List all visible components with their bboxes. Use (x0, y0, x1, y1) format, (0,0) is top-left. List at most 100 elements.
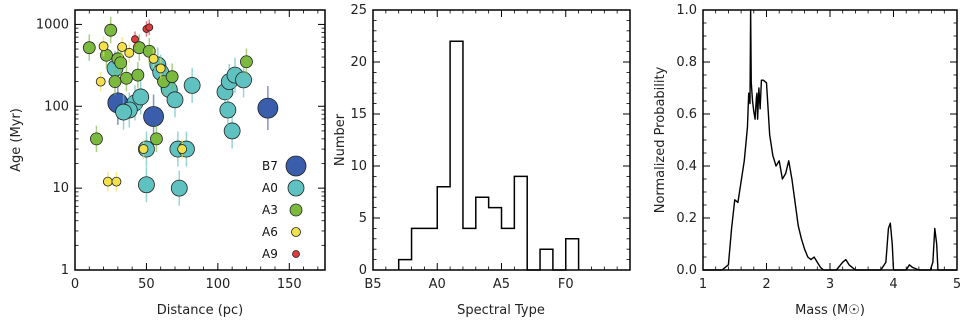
x-tick-label: 5 (953, 277, 961, 292)
point-b7 (257, 97, 279, 119)
axis-ticks: 1 2 3 4 5 0.0 0.2 0.4 0.6 0.8 1.0 (676, 3, 961, 292)
histogram-bar (424, 228, 437, 270)
point-a0 (166, 91, 184, 109)
y-tick-label: 25 (350, 3, 367, 18)
y-tick-label: 0.6 (676, 107, 697, 122)
y-tick-label: 1.0 (676, 3, 697, 18)
histogram-bar (476, 197, 489, 270)
point-a3 (120, 71, 133, 85)
x-tick-label: 3 (826, 277, 834, 292)
point-a3 (240, 55, 253, 69)
histogram-bar (540, 249, 553, 270)
histogram-bar (412, 228, 425, 270)
x-tick-label: A0 (429, 277, 446, 292)
y-tick-label: 20 (350, 55, 367, 70)
y-tick-label: 1000 (36, 17, 69, 32)
point-a6 (138, 144, 149, 154)
legend-marker-a0 (287, 179, 305, 197)
y-tick-label: 10 (52, 181, 69, 196)
y-tick-label: 0.0 (676, 263, 697, 278)
point-a6 (117, 42, 128, 52)
point-b7 (143, 106, 164, 127)
histogram-bar (450, 41, 463, 270)
histogram-outline (397, 40, 580, 271)
point-a6 (95, 76, 106, 87)
point-a6 (148, 53, 159, 64)
legend-marker-a3 (289, 203, 303, 217)
point-a3 (104, 23, 118, 37)
x-tick-label: 4 (889, 277, 897, 292)
point-a3 (100, 48, 113, 62)
y-tick-label: 10 (350, 159, 367, 174)
point-a9 (145, 23, 154, 32)
x-tick-label: 2 (762, 277, 770, 292)
x-tick-label: 100 (205, 277, 230, 292)
point-a0 (219, 101, 237, 119)
y-tick-label: 0 (359, 263, 367, 278)
legend-label-a9: A9 (262, 247, 278, 261)
legend-marker-b7 (285, 155, 307, 177)
y-tick-label: 100 (44, 99, 69, 114)
x-tick-label: B5 (364, 277, 381, 292)
point-a3 (114, 56, 128, 70)
x-tick-label: 1 (699, 277, 707, 292)
probability-line (703, 9, 957, 271)
y-tick-label: 5 (359, 211, 367, 226)
x-axis-label: Spectral Type (457, 303, 545, 318)
plot-frame (372, 9, 631, 271)
histogram-bar (437, 187, 450, 270)
y-axis-label: Age (Myr) (9, 108, 24, 172)
legend-label-a3: A3 (262, 203, 278, 217)
plot-frame (74, 9, 326, 271)
legend-label-a0: A0 (262, 181, 278, 195)
histogram-bar (514, 176, 527, 270)
plot-frame (702, 9, 958, 271)
point-a6 (177, 144, 188, 154)
point-a6 (155, 63, 166, 74)
y-tick-label: 0.4 (676, 159, 697, 174)
age-distance-panel: B7 A0 A3 A6 A9 0 50 100 150 1 10 100 1000 Distance … (9, 9, 326, 318)
point-a6 (98, 41, 109, 52)
point-a6 (102, 176, 113, 187)
point-a3 (82, 41, 96, 55)
histogram-bar (463, 228, 476, 270)
point-a3 (165, 70, 179, 84)
axis-ticks: B5 A0 A5 F0 0 5 10 15 20 25 (350, 3, 630, 292)
point-a0 (115, 103, 132, 121)
point-a3 (131, 68, 145, 82)
x-tick-label: A5 (493, 277, 510, 292)
x-axis-label: Mass (M☉) (795, 303, 865, 318)
point-a3 (90, 132, 103, 146)
x-tick-label: F0 (558, 277, 574, 292)
legend-marker-a9 (292, 250, 300, 258)
point-a0 (132, 88, 150, 106)
spectral-type-panel: B5 A0 A5 F0 0 5 10 15 20 25 Spectral Type Number (333, 3, 631, 318)
point-a6 (124, 47, 135, 58)
point-a0 (138, 176, 155, 194)
legend: B7 A0 A3 A6 A9 (262, 155, 307, 261)
x-tick-label: 150 (277, 277, 302, 292)
probability-curve (703, 9, 957, 271)
y-tick-label: 15 (350, 107, 367, 122)
y-axis-label: Number (333, 113, 348, 166)
y-tick-label: 0.8 (676, 55, 697, 70)
point-a0 (223, 122, 241, 140)
histogram-bars (397, 40, 580, 271)
y-tick-label: 1 (61, 263, 69, 278)
legend-marker-a6 (291, 227, 301, 237)
point-a0 (235, 71, 252, 89)
point-a6 (111, 176, 122, 187)
point-a0 (170, 179, 188, 197)
x-tick-label: 50 (138, 277, 155, 292)
y-axis-label: Normalized Probability (653, 66, 668, 213)
legend-label-a6: A6 (262, 225, 278, 239)
y-tick-label: 0.2 (676, 211, 697, 226)
point-a0 (183, 76, 201, 94)
histogram-bar (399, 260, 412, 270)
histogram-bar (566, 239, 579, 270)
mass-probability-panel: 1 2 3 4 5 0.0 0.2 0.4 0.6 0.8 1.0 Mass (M☉) Normal… (653, 3, 961, 318)
histogram-bar (502, 228, 515, 270)
legend-label-b7: B7 (262, 159, 278, 173)
point-a3 (108, 75, 122, 89)
point-a3 (150, 132, 163, 146)
